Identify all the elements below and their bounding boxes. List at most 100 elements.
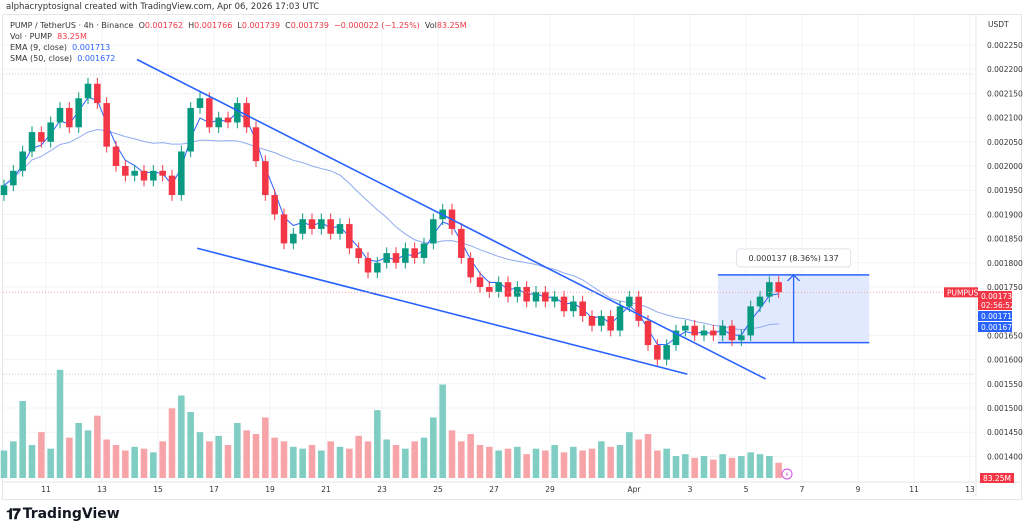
chart-frame	[2, 14, 1022, 500]
upper-trendline	[136, 58, 766, 380]
time-tick-label: 7	[800, 485, 805, 494]
candle	[514, 287, 521, 297]
candle	[579, 301, 586, 317]
lightning-icon	[781, 468, 793, 480]
candle	[672, 330, 680, 346]
candle	[10, 170, 17, 186]
candle	[215, 117, 222, 128]
volume-bar	[448, 430, 456, 478]
price-tick-label: 0.001750	[987, 283, 1023, 292]
candle	[775, 282, 782, 293]
time-tick-label: 3	[688, 485, 693, 494]
volume-bar	[187, 412, 194, 478]
symbol-title[interactable]: PUMP / TetherUS · 4h · Binance	[10, 21, 134, 30]
time-tick-label: 17	[209, 485, 219, 494]
volume-badge	[980, 473, 1014, 483]
volume-badge-text: 83.25M	[983, 474, 1011, 483]
candle	[327, 219, 334, 234]
volume-bar	[355, 435, 362, 478]
candle	[523, 287, 530, 302]
legend-symbol-row: PUMP / TetherUS · 4h · Binance O0.001762…	[10, 20, 467, 31]
candle	[47, 122, 54, 142]
volume-bar	[10, 441, 17, 478]
candle	[710, 330, 717, 336]
candle	[252, 127, 260, 162]
legend-ema-row[interactable]: EMA (9, close) 0.001713	[10, 42, 467, 53]
time-tick-label: 9	[856, 485, 861, 494]
volume-bar	[66, 437, 73, 478]
time-tick-label: 15	[153, 485, 163, 494]
credit-text: alphacryptosignal created with TradingVi…	[6, 2, 320, 12]
time-tick-label: 13	[965, 485, 975, 494]
volume-bar	[150, 452, 157, 478]
candle	[374, 262, 381, 273]
price-tick-label: 0.002150	[987, 89, 1023, 98]
price-tick-label: 0.001800	[987, 259, 1023, 268]
candle	[728, 325, 736, 341]
lower-trendline	[197, 247, 688, 375]
volume-bar	[700, 456, 708, 478]
volume-bar	[364, 441, 372, 478]
volume-bar	[514, 446, 521, 478]
candle	[738, 335, 745, 341]
time-tick-label: 23	[377, 485, 387, 494]
volume-bar	[56, 369, 64, 478]
legend-volume-row[interactable]: Vol · PUMP 83.25M	[10, 31, 467, 42]
candle	[336, 224, 344, 234]
candle	[532, 291, 540, 302]
volume-bar	[607, 446, 614, 478]
volume-bar	[747, 452, 754, 478]
time-tick-label: 29	[545, 485, 555, 494]
volume-bar	[346, 448, 353, 478]
volume-bar	[411, 441, 418, 478]
candle	[364, 257, 372, 273]
candle	[187, 107, 194, 152]
currency-label[interactable]: USDT	[988, 20, 1009, 29]
volume-bar	[308, 445, 316, 478]
ema-badge	[978, 311, 1012, 321]
volume-bar	[196, 432, 204, 478]
candle	[56, 107, 64, 123]
candle	[458, 228, 465, 258]
time-tick-label: 21	[321, 485, 331, 494]
volume-bar	[560, 452, 568, 478]
candle	[19, 151, 26, 171]
volume-bar	[495, 450, 502, 478]
candle	[66, 107, 73, 128]
legend-sma-row[interactable]: SMA (50, close) 0.001672	[10, 53, 467, 64]
volume-bar	[654, 450, 661, 478]
candle	[140, 170, 148, 181]
volume-indicator-label: Vol · PUMP	[10, 32, 53, 41]
volume-bar	[766, 456, 773, 478]
candle	[38, 132, 45, 142]
candle	[644, 320, 652, 346]
candle	[103, 103, 110, 147]
price-tick-label: 0.001400	[987, 452, 1023, 461]
candle	[766, 282, 773, 297]
volume-bar	[439, 384, 446, 478]
tradingview-logo[interactable]: 𝟏𝟕 TradingView	[6, 505, 120, 523]
volume-bar	[626, 432, 633, 478]
volume-bar	[588, 448, 596, 478]
volume-bar	[691, 457, 698, 478]
volume-bar	[598, 441, 605, 478]
volume-bar	[756, 454, 764, 478]
volume-bar	[224, 445, 232, 478]
volume-bar	[112, 445, 120, 478]
volume-bar	[383, 439, 390, 478]
candle	[318, 219, 325, 229]
volume-bar	[738, 456, 745, 478]
candle	[280, 214, 288, 244]
volume-bar	[234, 423, 241, 478]
price-tick-label: 0.001500	[987, 404, 1023, 413]
volume-bar	[420, 437, 428, 478]
volume-bar	[280, 441, 288, 478]
candle	[635, 296, 642, 321]
candle	[112, 146, 120, 166]
tradingview-logo-icon: 𝟏𝟕	[6, 505, 21, 523]
last-price-badge-text: 02:56:52	[981, 301, 1015, 310]
candle	[504, 282, 512, 297]
candle	[159, 170, 166, 176]
candle	[196, 98, 204, 108]
